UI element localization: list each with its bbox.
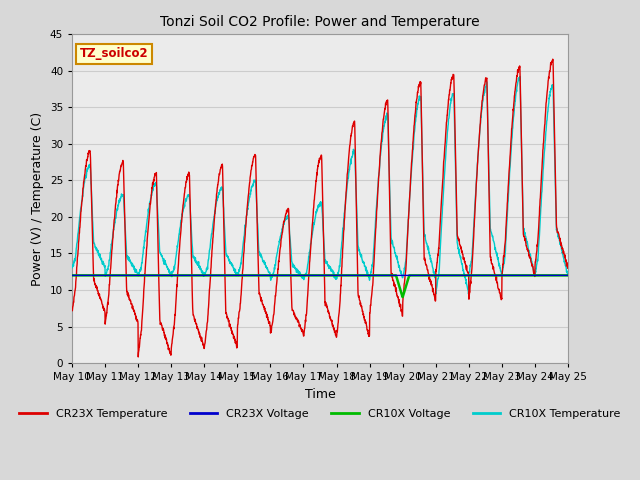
CR10X Temperature	[334, 272, 342, 277]
CR10X Voltage	[520, 273, 528, 278]
CR23X Temperature	[345, 153, 353, 159]
X-axis label: Time: Time	[305, 388, 335, 401]
CR23X Voltage	[207, 273, 214, 278]
CR10X Voltage	[534, 273, 542, 278]
CR10X Voltage	[334, 273, 342, 278]
CR10X Voltage	[399, 294, 406, 300]
CR23X Temperature	[334, 321, 342, 326]
CR23X Temperature	[520, 234, 528, 240]
CR23X Temperature	[464, 270, 472, 276]
CR10X Temperature	[534, 252, 542, 257]
CR23X Voltage	[534, 273, 541, 278]
CR23X Voltage	[345, 273, 353, 278]
Legend: CR23X Temperature, CR23X Voltage, CR10X Voltage, CR10X Temperature: CR23X Temperature, CR23X Voltage, CR10X …	[15, 404, 625, 423]
CR10X Voltage	[464, 273, 472, 278]
CR10X Temperature	[68, 264, 76, 270]
CR23X Voltage	[564, 273, 572, 278]
CR10X Temperature	[516, 73, 524, 79]
CR23X Temperature	[134, 354, 142, 360]
CR10X Voltage	[68, 273, 76, 278]
CR23X Temperature	[68, 307, 76, 313]
CR23X Temperature	[564, 263, 572, 268]
CR10X Temperature	[207, 241, 214, 247]
Line: CR23X Temperature: CR23X Temperature	[72, 59, 568, 357]
Title: Tonzi Soil CO2 Profile: Power and Temperature: Tonzi Soil CO2 Profile: Power and Temper…	[160, 15, 480, 29]
CR10X Voltage	[564, 273, 572, 278]
CR10X Temperature	[465, 291, 472, 297]
CR10X Voltage	[207, 273, 214, 278]
Y-axis label: Power (V) / Temperature (C): Power (V) / Temperature (C)	[31, 112, 44, 286]
CR10X Voltage	[345, 273, 353, 278]
CR10X Temperature	[345, 171, 353, 177]
CR23X Temperature	[549, 56, 557, 62]
CR23X Voltage	[464, 273, 472, 278]
CR23X Voltage	[334, 273, 342, 278]
CR10X Temperature	[521, 231, 529, 237]
CR23X Voltage	[68, 273, 76, 278]
CR23X Temperature	[534, 235, 542, 240]
CR23X Temperature	[207, 273, 214, 278]
Text: TZ_soilco2: TZ_soilco2	[79, 48, 148, 60]
Line: CR10X Temperature: CR10X Temperature	[72, 76, 568, 294]
CR10X Temperature	[464, 286, 472, 291]
Line: CR10X Voltage: CR10X Voltage	[72, 276, 568, 297]
CR10X Temperature	[564, 271, 572, 277]
CR23X Voltage	[520, 273, 528, 278]
